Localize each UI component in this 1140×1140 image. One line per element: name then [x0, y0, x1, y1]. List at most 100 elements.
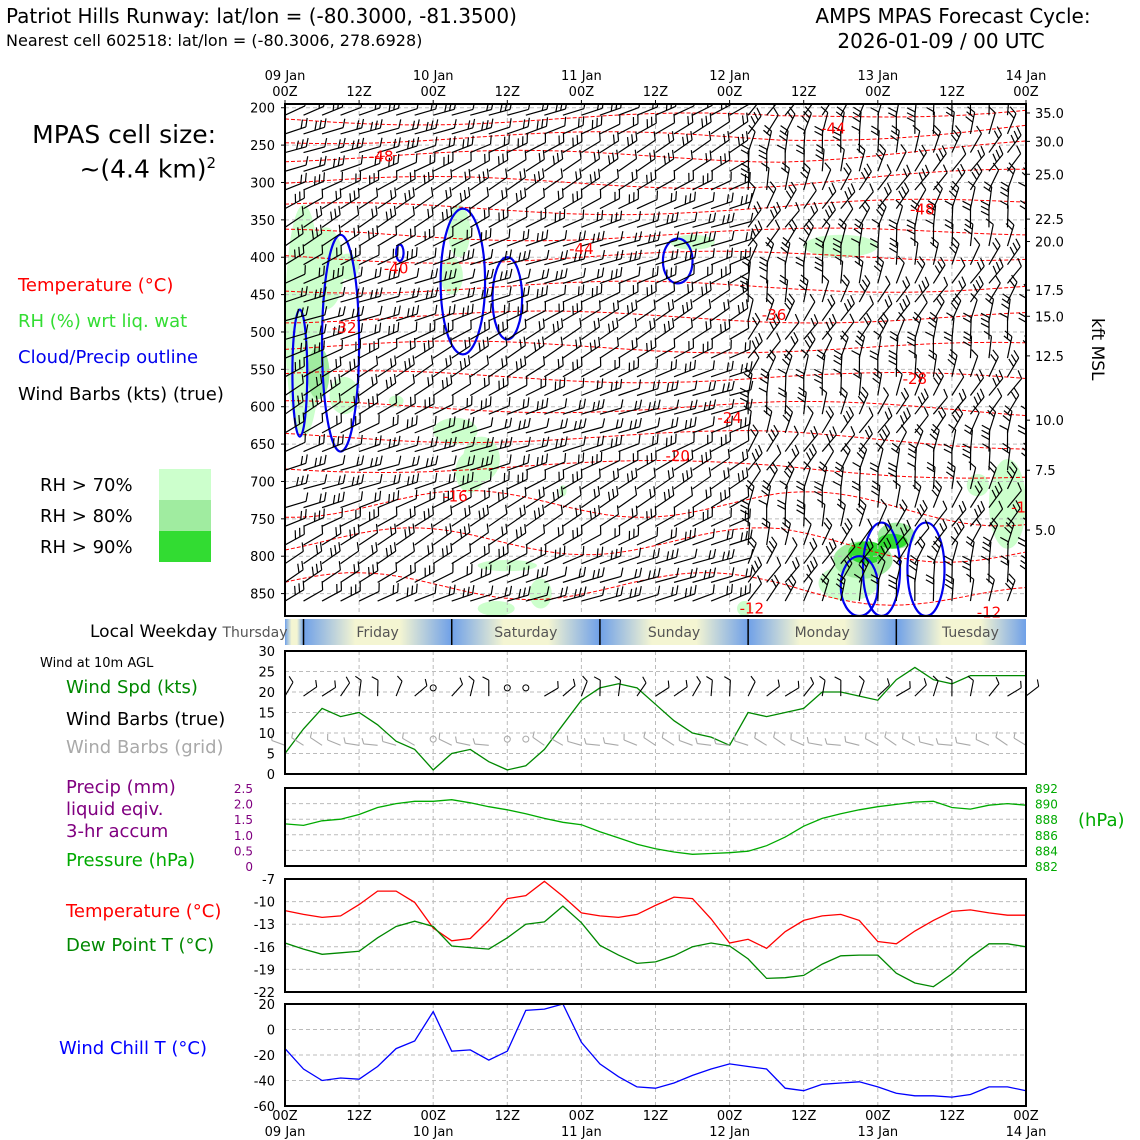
wind-barb-staff [488, 345, 508, 359]
wind-barb-staff [618, 476, 638, 490]
wind-barb-flag [905, 276, 911, 285]
wind-barb-flag [432, 337, 435, 347]
wind-barb [895, 255, 905, 284]
wind-barb-flag [908, 564, 917, 571]
wind-barb-flag [392, 323, 395, 334]
wind-barb-staff [655, 475, 674, 490]
wind-barb-flag [740, 419, 742, 429]
wind-barb-staff [451, 144, 473, 154]
wind-barb [358, 435, 382, 453]
wind-barb-flag [300, 510, 303, 520]
wind-barb [432, 248, 456, 266]
wind-barb [673, 231, 698, 247]
wind-barb-flag [939, 256, 946, 266]
wind-barb-flag [557, 190, 560, 200]
wind-barb-flag [619, 210, 623, 220]
wind-barb-flag [557, 527, 560, 537]
wind-barb-flag [527, 565, 530, 575]
wind-barb-flag [319, 224, 323, 234]
wind-barb-staff [840, 321, 855, 340]
wind-barb-staff [858, 526, 873, 546]
wind-barb-flag [1036, 370, 1040, 378]
wind-barb [321, 155, 345, 172]
wind-barb-flag [379, 490, 382, 500]
bottom-day-label: 12 Jan [709, 1125, 750, 1140]
wind-barb-flag [319, 288, 322, 298]
wind-barb [395, 305, 420, 322]
wind-barb-flag [434, 472, 438, 482]
wind-barb-flag [925, 443, 935, 449]
wind-barb-staff [914, 205, 920, 228]
wind-barb-flag [853, 368, 862, 375]
wind-barb-flag [966, 573, 975, 580]
wind-barb-flag [748, 124, 756, 133]
wind-barb-staff [451, 463, 474, 471]
barb-true-staff [877, 684, 890, 697]
wind-barb-staff [858, 261, 864, 284]
wind-barb [414, 226, 435, 247]
wind-barb-flag [675, 265, 677, 275]
wind-y-tick-label: 15 [258, 707, 275, 722]
wind-barb [692, 584, 715, 602]
wind-barb-flag [796, 144, 805, 150]
wind-barb-flag [943, 443, 953, 449]
wind-barb [803, 293, 816, 322]
wind-barb-staff [395, 592, 417, 602]
wind-barb-staff [321, 463, 344, 471]
wind-barb-staff [395, 161, 417, 172]
wind-barb-staff [544, 158, 563, 172]
wind-barb-flag [582, 116, 585, 126]
wind-barb-flag [910, 554, 919, 562]
wind-barb-staff [562, 238, 585, 247]
wind-barb-flag [434, 584, 437, 594]
wind-barb-flag [527, 397, 530, 407]
wind-barb-staff [321, 163, 344, 172]
wind-barb-flag [356, 373, 360, 383]
wind-barb-flag [712, 416, 715, 426]
wind-barb [469, 355, 489, 378]
wind-barb-flag [342, 491, 345, 501]
wind-barb-flag [912, 124, 921, 132]
wind-barb [969, 257, 985, 284]
wind-barb-staff [747, 131, 756, 153]
wind-barb-flag [888, 350, 898, 356]
wind-barb-flag [616, 168, 619, 179]
wind-barb-flag [416, 436, 420, 446]
cloud-outline [320, 233, 361, 453]
wind-barb-staff [599, 291, 620, 303]
wind-barb-flag [813, 378, 823, 385]
wind-barb-staff [488, 532, 508, 546]
wind-barb-flag [332, 326, 336, 336]
y-tick-label: 500 [250, 326, 275, 341]
top-hour-label: 12Z [791, 85, 817, 100]
barb-grid-staff [995, 736, 1008, 746]
y-tick-label: 200 [250, 102, 275, 117]
temperature-contour [285, 227, 1026, 242]
wind-barb-flag [751, 228, 757, 237]
y-tick-label: 450 [250, 289, 275, 304]
wind-barb-flag [453, 268, 457, 278]
wind-barb-staff [618, 308, 638, 322]
top-hour-label: 00Z [865, 85, 891, 100]
wind-barb-flag [750, 230, 753, 240]
wind-barb-staff [303, 253, 323, 266]
wind-barb-flag [519, 190, 523, 200]
wind-barb [377, 246, 399, 266]
wind-barb-flag [515, 361, 518, 371]
wind-barb [285, 340, 307, 359]
wind-barb-flag [982, 536, 992, 543]
wind-barb [358, 267, 382, 284]
wind-barb-flag [631, 171, 634, 181]
wind-barb-flag [583, 418, 587, 428]
wind-barb-staff [414, 144, 436, 154]
wind-barb-staff [544, 108, 566, 116]
wind-barb-staff [321, 106, 343, 116]
wind-barb [340, 491, 364, 509]
wind-barb-staff [562, 276, 585, 284]
wind-barb-staff [599, 366, 620, 378]
wind-barb-staff [766, 227, 780, 247]
wind-barb [780, 517, 792, 546]
wind-barb [692, 416, 715, 434]
wind-barb-staff [581, 326, 600, 340]
wind-barb [906, 219, 916, 247]
